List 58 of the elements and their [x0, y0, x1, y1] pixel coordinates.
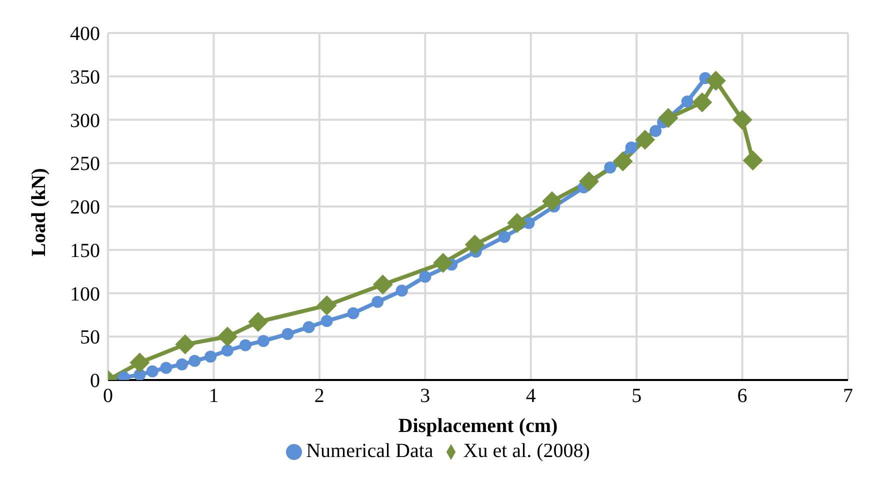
point: [635, 130, 656, 150]
point: [625, 142, 638, 154]
y-tick-label: 150: [70, 240, 100, 262]
point: [204, 350, 217, 363]
y-axis-title: Load (kN): [28, 168, 50, 256]
point: [498, 230, 510, 243]
point: [347, 307, 360, 320]
point: [612, 151, 633, 172]
x-tick-label: 6: [737, 385, 748, 408]
point: [176, 358, 188, 370]
point: [217, 326, 238, 347]
point: [681, 96, 694, 108]
point: [542, 191, 562, 212]
y-tick-label: 350: [70, 66, 100, 88]
y-tick-label: 0: [90, 370, 100, 392]
x-tick-label: 5: [632, 385, 642, 408]
point: [316, 295, 337, 316]
point: [188, 354, 201, 367]
x-tick-label: 7: [843, 385, 853, 408]
point: [419, 270, 432, 283]
point: [706, 70, 726, 91]
point: [658, 108, 678, 128]
y-tick-label: 400: [70, 23, 100, 46]
point: [175, 334, 196, 354]
point: [372, 296, 384, 308]
x-tick-label: 1: [208, 385, 219, 408]
point: [396, 284, 408, 297]
y-tick-label: 100: [70, 283, 100, 306]
point: [257, 334, 270, 347]
point: [579, 171, 599, 192]
point: [302, 321, 315, 334]
x-axis-title: Displacement (cm): [398, 415, 558, 437]
point: [372, 274, 393, 295]
point: [239, 339, 252, 352]
point: [604, 161, 616, 174]
point: [221, 344, 234, 357]
point: [650, 125, 662, 138]
point: [433, 252, 454, 273]
legend-label: Xu et al. (2008): [463, 440, 590, 462]
point: [248, 312, 268, 332]
y-tick-label: 200: [70, 196, 100, 219]
legend-label: Numerical Data: [306, 440, 434, 462]
point: [320, 315, 333, 328]
x-tick-label: 3: [420, 385, 430, 408]
point: [282, 328, 294, 340]
point: [732, 110, 752, 130]
x-tick-label: 2: [314, 385, 324, 408]
point: [507, 212, 528, 233]
point: [464, 234, 485, 255]
y-tick-label: 300: [70, 110, 100, 132]
point: [742, 150, 763, 171]
x-tick-label: 4: [526, 385, 536, 408]
point: [160, 362, 172, 374]
point: [692, 92, 712, 112]
y-tick-label: 250: [70, 153, 100, 176]
point: [146, 365, 158, 378]
point: [130, 352, 150, 373]
y-tick-label: 50: [80, 326, 100, 349]
